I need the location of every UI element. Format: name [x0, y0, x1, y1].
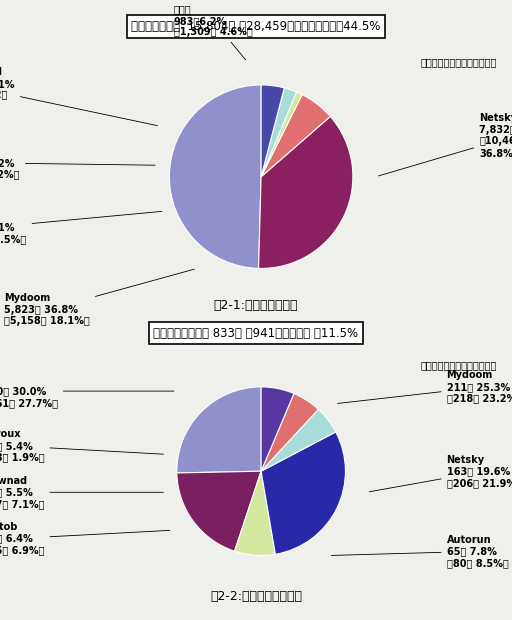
Text: Laroux
45件 5.4%
〈18件 1.9%〉: Laroux 45件 5.4% 〈18件 1.9%〉 — [0, 429, 163, 463]
Wedge shape — [261, 409, 336, 471]
Wedge shape — [261, 394, 318, 471]
Text: Mytob
642個 4.1%
〈713個 2.5%〉: Mytob 642個 4.1% 〈713個 2.5%〉 — [0, 211, 162, 244]
Wedge shape — [169, 85, 261, 268]
Text: 図2-2:ウイルス届出件数: 図2-2:ウイルス届出件数 — [210, 590, 302, 603]
Wedge shape — [261, 95, 330, 177]
Text: Netsky
163件 19.6%
〈206件 21.9%〉: Netsky 163件 19.6% 〈206件 21.9%〉 — [369, 454, 512, 492]
Text: ウイルス検出数  15,804個 （28,459個）　前月比　－44.5%: ウイルス検出数 15,804個 （28,459個） 前月比 －44.5% — [131, 20, 381, 33]
Wedge shape — [177, 387, 261, 473]
Wedge shape — [261, 88, 296, 177]
Text: Downad
170個 1.1%
〈10,812個
38.0%〉: Downad 170個 1.1% 〈10,812個 38.0%〉 — [0, 67, 158, 126]
Text: Mytob
53件 6.4%
〈65件 6.9%〉: Mytob 53件 6.4% 〈65件 6.9%〉 — [0, 522, 170, 556]
Wedge shape — [261, 92, 302, 177]
Text: 図2-1:ウイルス検出数: 図2-1:ウイルス検出数 — [214, 299, 298, 312]
Text: （注：括弧内は前月の数値）: （注：括弧内は前月の数値） — [420, 360, 497, 370]
Wedge shape — [177, 471, 261, 551]
Text: （注：括弧内は前月の数値）: （注：括弧内は前月の数値） — [420, 57, 497, 67]
Wedge shape — [261, 432, 346, 554]
Text: その他
250件 30.0%
〈261件 27.7%〉: その他 250件 30.0% 〈261件 27.7%〉 — [0, 374, 174, 408]
Wedge shape — [259, 117, 353, 268]
Text: Fujacks
354個 2.2%
〈50個 0.2%〉: Fujacks 354個 2.2% 〈50個 0.2%〉 — [0, 146, 155, 180]
Text: その他
983個6.2%
〈1,309個 4.6%〉: その他 983個6.2% 〈1,309個 4.6%〉 — [174, 4, 253, 60]
Text: ウイルス届出件数 833件 （941件）前月比 ー11.5%: ウイルス届出件数 833件 （941件）前月比 ー11.5% — [154, 327, 358, 340]
Wedge shape — [234, 471, 275, 556]
Text: Autorun
65件 7.8%
〈80件 8.5%〉: Autorun 65件 7.8% 〈80件 8.5%〉 — [331, 534, 508, 568]
Wedge shape — [261, 387, 294, 471]
Text: Netsky
7,832個 49.6%
〈10,467個
36.8%〉: Netsky 7,832個 49.6% 〈10,467個 36.8%〉 — [378, 113, 512, 176]
Text: Mydoom
211件 25.3%
〈218件 23.2%〉: Mydoom 211件 25.3% 〈218件 23.2%〉 — [337, 370, 512, 404]
Text: Downad
46件 5.5%
〈67件 7.1%〉: Downad 46件 5.5% 〈67件 7.1%〉 — [0, 476, 163, 509]
Text: Mydoom
5,823個 36.8%
〈5,158個 18.1%〉: Mydoom 5,823個 36.8% 〈5,158個 18.1%〉 — [4, 269, 194, 326]
Wedge shape — [261, 85, 284, 177]
